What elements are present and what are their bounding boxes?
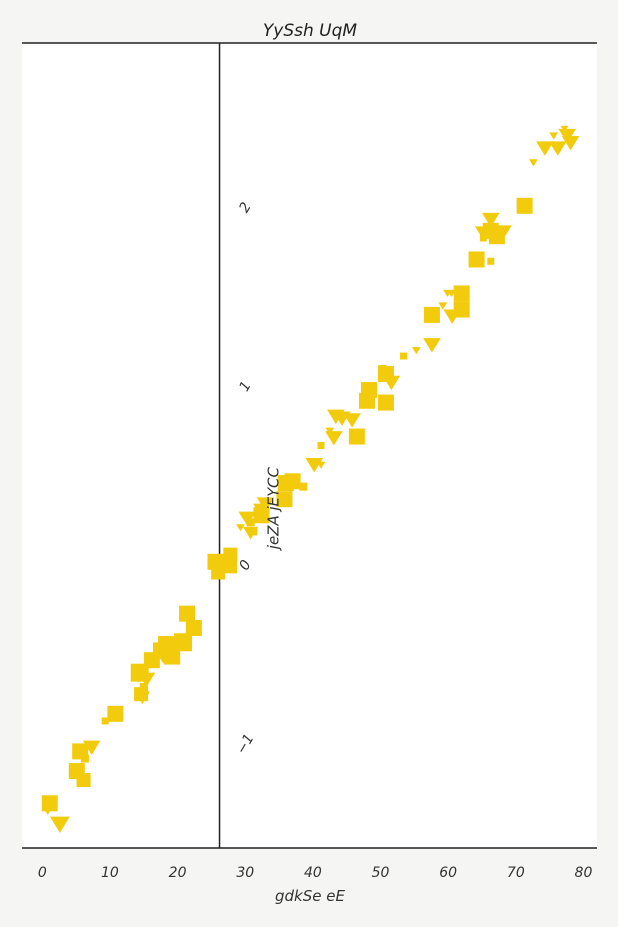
plot-area	[22, 43, 597, 848]
x-tick-labels: 0 10 20 30 40 50 60 70 80	[38, 865, 593, 881]
triangles-point-4	[137, 672, 156, 688]
triangles-point-22	[423, 338, 441, 353]
squares-point-35	[400, 352, 408, 360]
squares-point-8	[139, 683, 148, 691]
triangles-point-7	[236, 524, 245, 532]
x-tick-label: 10	[101, 865, 119, 881]
triangles-point-28	[481, 212, 500, 228]
data-marks	[41, 125, 580, 833]
triangles-point-18	[343, 413, 361, 428]
triangles-point-15	[325, 431, 343, 446]
triangles-point-32	[548, 141, 567, 156]
squares-point-25	[276, 491, 293, 508]
triangles-point-11	[256, 497, 275, 512]
triangles-point-20	[382, 375, 401, 391]
triangles-point-26	[447, 289, 456, 298]
y-axis-label: jeZA jEYCC	[265, 466, 283, 551]
triangles-point-33	[549, 132, 559, 140]
squares-point-30	[348, 428, 365, 445]
triangles-point-9	[242, 526, 259, 540]
triangles-point-29	[494, 225, 512, 240]
triangles-point-13	[316, 461, 326, 469]
x-tick-label: 50	[372, 865, 390, 881]
triangles-point-1	[49, 816, 70, 833]
squares-point-4	[72, 743, 89, 760]
triangles-point-0	[42, 805, 54, 815]
chart-title: YySsh UqM	[263, 21, 358, 41]
triangles-point-8	[238, 511, 257, 527]
triangles-point-27	[474, 226, 491, 239]
squares-point-36	[423, 306, 440, 323]
x-tick-label: 0	[38, 865, 47, 881]
triangles-point-6	[157, 644, 174, 658]
squares-point-21	[223, 547, 238, 562]
squares-point-29	[317, 442, 325, 449]
squares-point-16	[185, 619, 202, 636]
triangles-point-30	[529, 159, 538, 167]
squares-point-17	[179, 605, 196, 622]
x-tick-label: 30	[236, 865, 254, 881]
squares-point-32	[361, 382, 378, 399]
triangles-point-19	[378, 364, 387, 373]
triangles-point-23	[438, 302, 448, 310]
x-tick-label: 70	[507, 865, 525, 881]
triangles-point-17	[327, 409, 345, 425]
triangles-point-35	[561, 135, 580, 151]
squares-point-6	[107, 705, 124, 722]
x-tick-label: 60	[439, 865, 457, 881]
x-tick-label: 20	[169, 865, 187, 881]
squares-point-19	[207, 553, 224, 570]
squares-point-23	[246, 518, 255, 527]
squares-point-5	[101, 717, 109, 725]
x-tick-label: 80	[575, 865, 593, 881]
triangles-point-2	[82, 740, 101, 756]
squares-point-44	[516, 197, 533, 214]
squares-point-28	[284, 473, 301, 490]
x-tick-label: 40	[304, 865, 322, 881]
squares-point-40	[468, 251, 485, 268]
squares-point-39	[487, 257, 495, 265]
triangles-point-3	[134, 691, 151, 705]
x-axis-label: gdkSe eE	[275, 887, 345, 905]
triangles-point-36	[560, 125, 569, 133]
triangles-point-25	[443, 309, 462, 324]
triangles-point-31	[536, 141, 554, 156]
squares-point-26	[299, 482, 308, 491]
triangles-point-21	[411, 347, 421, 355]
squares-point-38	[453, 285, 470, 302]
squares-point-33	[377, 394, 394, 411]
squares-point-2	[68, 763, 85, 780]
